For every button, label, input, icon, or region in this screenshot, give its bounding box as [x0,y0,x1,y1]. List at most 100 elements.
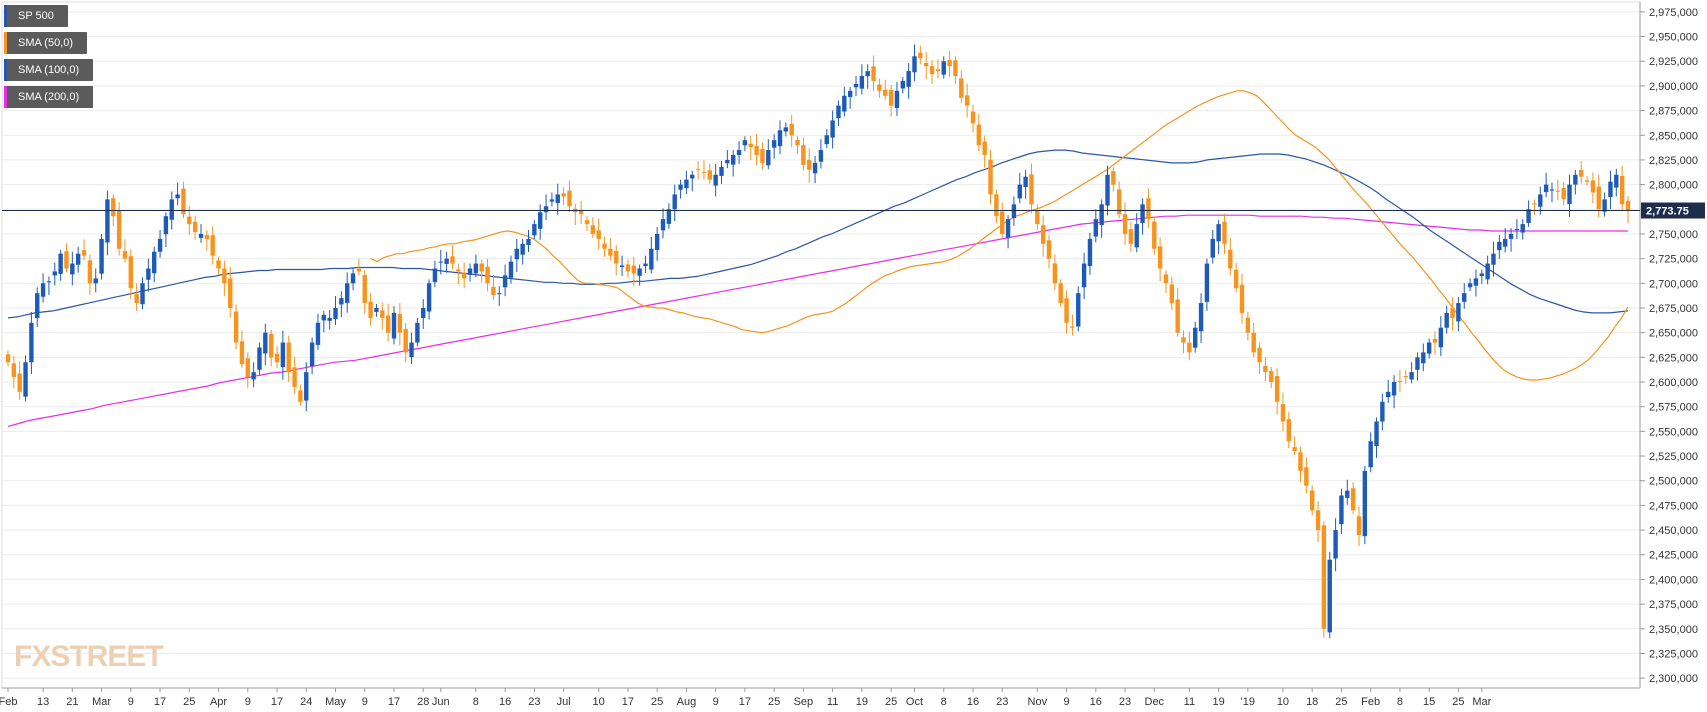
y-tick-label: 2,375,000 [1649,599,1698,611]
candle-body [736,150,742,155]
candle-body [988,159,993,195]
candle-body [1146,198,1151,220]
legend-item-sp500[interactable]: SP 500 [4,5,68,27]
candle-body [982,141,987,155]
x-tick-label: 25 [1335,696,1347,708]
candle-body [1035,210,1040,225]
sma200-line [7,214,1628,427]
candle-body [918,52,923,59]
candle-body [707,170,713,180]
candle-body [842,95,847,112]
candle-body [1152,221,1157,249]
y-tick-label: 2,500,000 [1649,476,1698,488]
candle-body [263,332,268,354]
x-tick-label: 19 [856,696,868,708]
candle-body [1128,229,1134,244]
candle-body [953,60,958,77]
candle-body [298,390,303,402]
candle-body [1380,401,1385,422]
candle-body [906,71,911,87]
candle-body [497,293,502,295]
candle-body [596,230,601,239]
candle-body [912,56,917,73]
candle-body [1193,327,1198,348]
candle-body [1321,525,1327,629]
candle-body [1526,209,1531,223]
candle-body [327,317,332,321]
candle-body [976,124,982,146]
candle-body [1368,441,1373,468]
x-tick-label: 11 [1184,696,1195,708]
candle-body [432,268,438,283]
candle-body [1502,238,1508,247]
x-tick-label: 8 [473,696,479,708]
legend-item-sma200[interactable]: SMA (200,0) [4,86,94,108]
x-tick-label: Dec [1145,696,1165,708]
candle-body [1269,370,1274,383]
candle-body [321,314,327,321]
x-tick-label: Jul [557,696,571,708]
candle-body [93,278,98,284]
candle-body [216,260,221,269]
candle-body [1298,452,1303,471]
candle-body [538,212,543,229]
y-tick-label: 2,425,000 [1649,550,1698,562]
candle-body [1239,284,1245,313]
candle-body [1432,338,1438,343]
candle-body [947,60,952,67]
candle-body [70,263,75,275]
candle-body [391,312,397,339]
candle-body [684,179,689,189]
legend-item-sma50[interactable]: SMA (50,0) [4,32,88,54]
y-tick-label: 2,800,000 [1649,180,1698,192]
candle-body [1415,357,1420,370]
legend-item-sma100[interactable]: SMA (100,0) [4,59,94,81]
x-tick-label: 15 [1423,696,1435,708]
candles [5,44,1631,639]
candle-body [239,341,245,365]
y-tick-label: 2,475,000 [1649,500,1698,512]
candle-body [1479,273,1484,277]
candle-body [1520,224,1525,233]
candle-body [134,294,139,304]
candle-body [140,283,145,305]
candle-body [5,354,11,363]
candle-body [1614,174,1619,188]
x-tick-label: Nov [1028,696,1048,708]
candle-body [409,342,414,358]
candle-body [1473,278,1479,286]
candle-body [672,194,677,210]
candle-body [625,264,631,272]
sma50-line [370,90,1629,381]
legend-swatch [4,59,7,81]
candle-body [514,248,520,260]
candle-body [29,322,34,363]
candle-body [1210,238,1215,258]
candle-body [1052,263,1058,284]
x-tick-label: 13 [37,696,49,708]
candle-body [46,281,52,283]
x-tick-label: Mar [92,696,111,708]
candle-body [871,66,876,81]
candle-body [643,263,648,267]
candle-body [1315,510,1321,531]
y-tick-label: 2,725,000 [1649,254,1698,266]
candle-body [602,243,607,249]
candle-body [1391,382,1397,396]
candle-body [1023,176,1028,187]
candle-body [169,199,174,220]
candle-body [350,273,356,284]
candle-body [543,206,549,213]
x-tick-label: Aug [677,696,697,708]
x-tick-label: 17 [388,696,400,708]
candle-body [994,194,999,217]
candle-body [1386,391,1391,398]
candle-body [1134,224,1139,248]
y-tick-label: 2,825,000 [1649,155,1698,167]
watermark-logo: FXSTREET [14,640,163,673]
candle-body [877,84,882,91]
candle-body [1140,204,1145,223]
candle-body [590,225,596,234]
y-tick-label: 2,875,000 [1649,106,1698,118]
